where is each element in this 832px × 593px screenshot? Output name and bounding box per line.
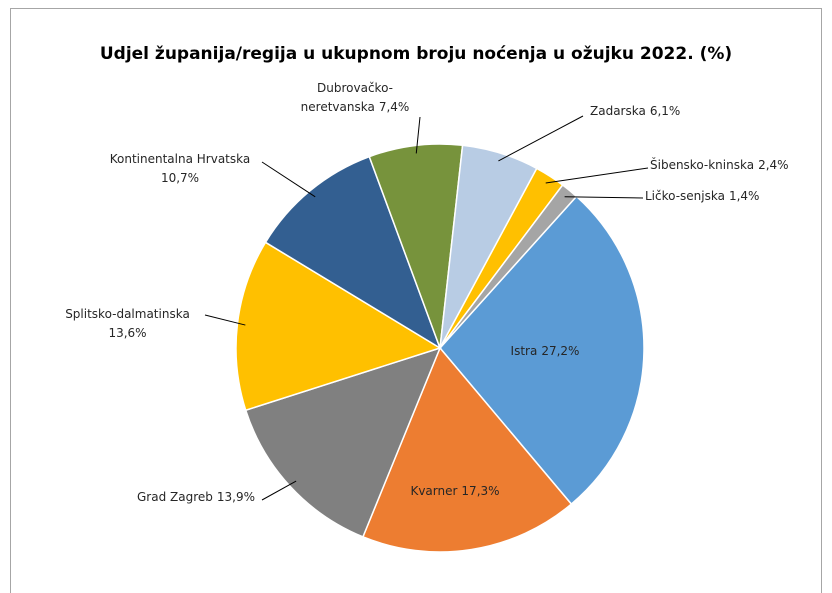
data-label: Kontinentalna Hrvatska 10,7% xyxy=(100,150,260,188)
leader-line xyxy=(564,196,644,199)
data-label: Šibensko-kninska 2,4% xyxy=(650,156,790,175)
category-label: Grad Zagreb xyxy=(136,490,213,504)
data-label: Grad Zagreb 13,9% xyxy=(100,488,255,507)
pie-slice xyxy=(361,346,573,553)
value-label: 10,7% xyxy=(160,171,200,185)
leader-line xyxy=(545,167,649,184)
category-label: Šibensko-kninska xyxy=(650,158,755,172)
data-label: Splitsko-dalmatinska 13,6% xyxy=(50,305,205,343)
leader-line xyxy=(498,115,584,162)
category-label: Istra xyxy=(510,344,538,358)
leader-line xyxy=(261,161,316,198)
value-label: 17,3% xyxy=(461,484,500,498)
data-label: Dubrovačko-neretvanska 7,4% xyxy=(290,79,420,117)
value-label: 7,4% xyxy=(378,100,410,114)
pie-slice xyxy=(439,195,645,506)
chart-title: Udjel županija/regija u ukupnom broju no… xyxy=(99,44,733,64)
leader-line xyxy=(204,314,246,326)
value-label: 13,6% xyxy=(108,326,147,340)
category-label: Zadarska xyxy=(590,104,646,118)
value-label: 6,1% xyxy=(649,104,681,118)
category-label: Kontinentalna Hrvatska xyxy=(109,152,251,166)
data-label: Istra 27,2% xyxy=(490,342,600,361)
category-label: Kvarner xyxy=(410,484,458,498)
chart-border xyxy=(10,8,822,593)
leader-line xyxy=(415,116,421,154)
value-label: 2,4% xyxy=(758,158,789,172)
value-label: 1,4% xyxy=(728,189,760,203)
category-label: Splitsko-dalmatinska xyxy=(65,307,190,321)
category-label: Ličko-senjska xyxy=(645,189,725,203)
category-label: Dubrovačko-neretvanska xyxy=(300,81,393,114)
value-label: 13,9% xyxy=(216,490,255,504)
leader-line xyxy=(261,480,297,501)
pie-slice xyxy=(235,241,442,412)
pie-slice xyxy=(264,155,442,350)
data-label: Zadarska 6,1% xyxy=(590,102,700,121)
pie-slice xyxy=(439,183,578,349)
data-label: Ličko-senjska 1,4% xyxy=(645,187,785,206)
data-label: Kvarner 17,3% xyxy=(395,482,515,501)
value-label: 27,2% xyxy=(541,344,580,358)
